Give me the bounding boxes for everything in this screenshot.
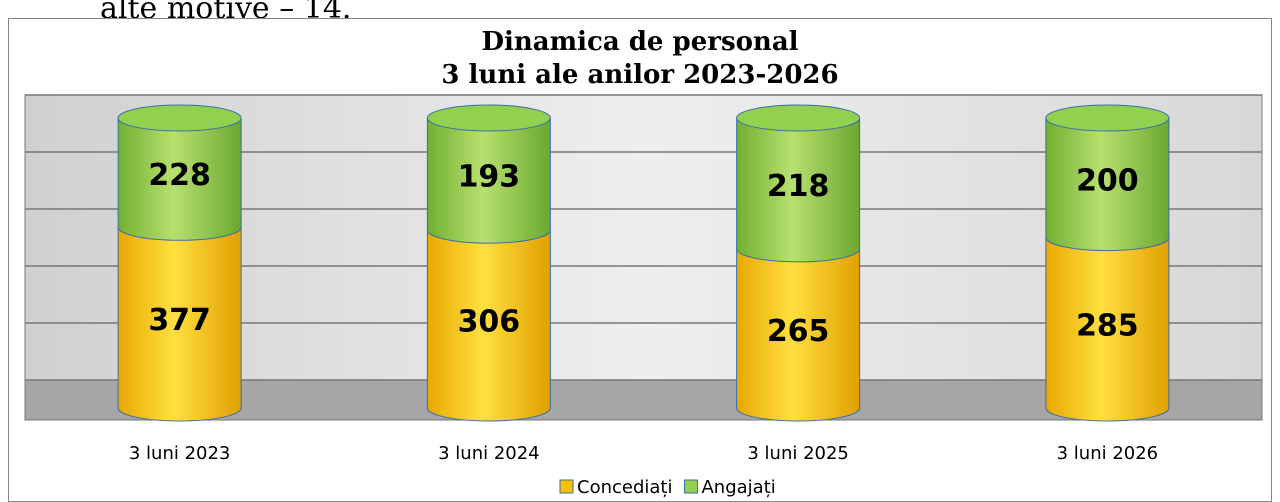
chart-title: 3 luni ale anilor 2023-2026	[441, 60, 838, 90]
legend-swatch	[683, 479, 698, 494]
legend-swatch	[559, 479, 574, 494]
cylinder-top	[1045, 104, 1170, 132]
data-label: 285	[1076, 308, 1139, 343]
bar	[1045, 237, 1169, 408]
data-label: 265	[767, 314, 830, 349]
data-label: 193	[458, 160, 521, 195]
cylinder-top	[736, 104, 861, 132]
cylinder-top	[426, 104, 551, 132]
bar	[427, 230, 551, 408]
bar	[1045, 118, 1169, 238]
x-tick-label: 3 luni 2026	[1057, 443, 1159, 464]
x-tick-label: 3 luni 2023	[129, 443, 231, 464]
bar	[736, 248, 860, 408]
bar	[736, 118, 860, 249]
data-label: 377	[148, 303, 211, 338]
legend-label: Concediați	[577, 477, 672, 498]
legend-label: Angajați	[701, 477, 775, 498]
data-label: 200	[1076, 163, 1139, 198]
chart-title: Dinamica de personal	[481, 27, 798, 57]
cylinder-top	[117, 104, 242, 132]
data-label: 306	[458, 305, 521, 340]
bar	[118, 227, 242, 408]
page-fragment: alte motive – 14.	[100, 0, 351, 26]
x-tick-label: 3 luni 2025	[747, 443, 849, 464]
bar	[427, 118, 551, 231]
x-tick-label: 3 luni 2024	[438, 443, 540, 464]
data-label: 228	[148, 158, 211, 193]
bar	[118, 118, 242, 228]
data-label: 218	[767, 169, 830, 204]
